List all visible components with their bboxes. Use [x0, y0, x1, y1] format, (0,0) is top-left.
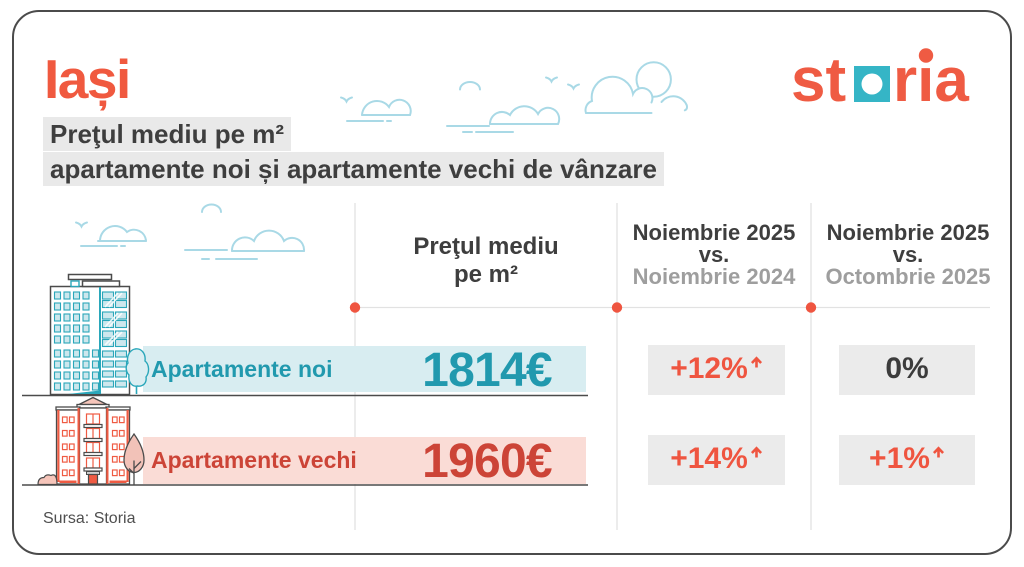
- svg-text:st: st: [791, 46, 846, 114]
